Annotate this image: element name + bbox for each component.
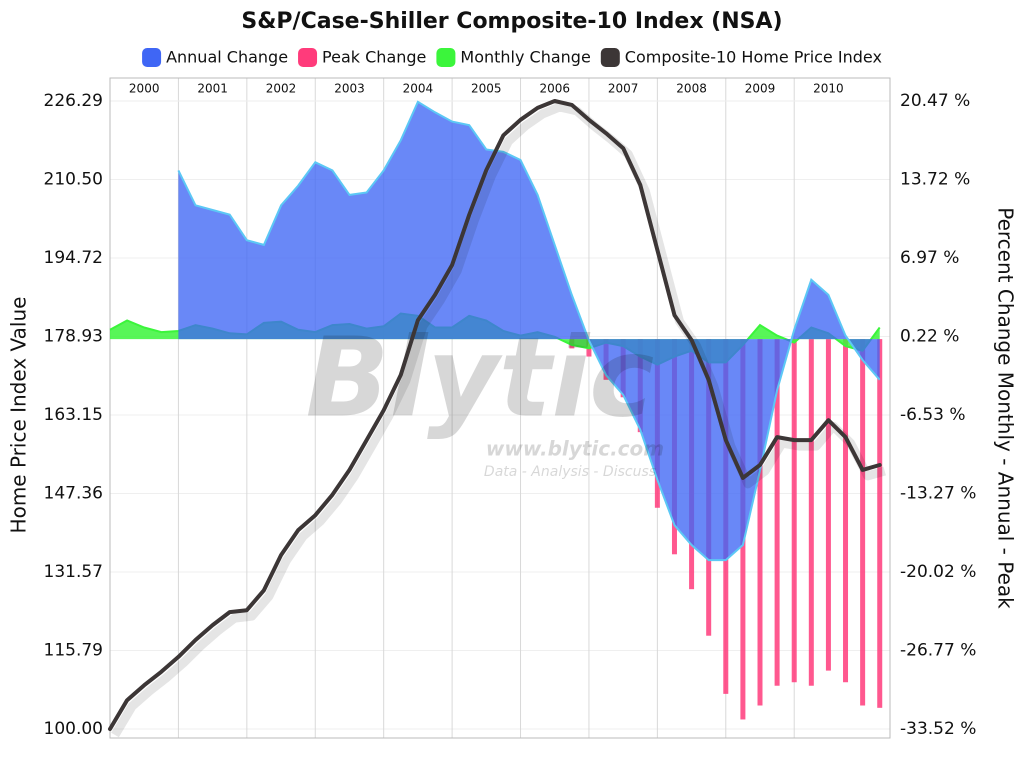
y-tick-label: 178.93 — [44, 327, 103, 347]
y2-tick-label: 13.72 % — [900, 170, 970, 190]
x-tick-label: 2007 — [608, 82, 639, 96]
x-tick-label: 2010 — [813, 82, 844, 96]
bar — [843, 339, 849, 683]
bar — [791, 339, 797, 683]
bar — [860, 339, 866, 706]
bar — [774, 339, 780, 686]
y-tick-label: 194.72 — [44, 248, 103, 268]
legend: Annual Change Peak Change Monthly Change Co… — [142, 48, 882, 67]
legend-label: Peak Change — [322, 48, 426, 67]
watermark: Blytic www.blytic.com Data - Analysis - … — [306, 313, 665, 480]
y2-tick-label: 6.97 % — [900, 248, 959, 268]
legend-label: Composite-10 Home Price Index — [625, 48, 882, 67]
area — [178, 101, 880, 561]
legend-swatch — [142, 48, 162, 67]
bar — [825, 339, 831, 671]
y-tick-label: 147.36 — [44, 483, 103, 503]
x-tick-label: 2002 — [266, 82, 297, 96]
x-tick-label: 2003 — [334, 82, 365, 96]
x-tick-label: 2004 — [403, 82, 434, 96]
watermark-tagline: Data - Analysis - Discuss — [484, 464, 656, 480]
line-layer — [108, 99, 886, 738]
plot-frame — [109, 77, 891, 739]
y2-tick-label: -20.02 % — [900, 562, 976, 582]
x-tick-label: 2001 — [197, 82, 228, 96]
y-tick-label: 163.15 — [44, 405, 103, 425]
y2-tick-label: 20.47 % — [900, 91, 970, 111]
x-tick-label: 2008 — [676, 82, 707, 96]
chart-title: S&P/Case-Shiller Composite-10 Index (NSA… — [241, 9, 782, 34]
legend-swatch — [436, 48, 456, 67]
bar — [808, 339, 814, 686]
bar — [877, 339, 883, 708]
y-axis-title: Home Price Index Value — [7, 297, 31, 534]
legend-label: Monthly Change — [460, 48, 590, 67]
line — [108, 99, 882, 731]
legend-swatch — [298, 48, 318, 67]
y2-tick-label: -6.53 % — [900, 405, 966, 425]
line-shadow — [111, 102, 886, 738]
legend-swatch — [600, 48, 620, 67]
x-tick-label: 2000 — [129, 82, 160, 96]
y2-axis-title: Percent Change Monthly - Annual - Peak — [994, 207, 1018, 609]
y-tick-label: 115.79 — [44, 640, 103, 660]
y2-tick-label: -13.27 % — [900, 483, 976, 503]
y2-tick-label: -33.52 % — [900, 719, 976, 739]
y2-tick-label: -26.77 % — [900, 640, 976, 660]
y-tick-label: 226.29 — [44, 91, 103, 111]
x-tick-label: 2009 — [745, 82, 776, 96]
watermark-url: www.blytic.com — [486, 437, 664, 461]
y-tick-label: 210.50 — [44, 170, 103, 190]
legend-label: Annual Change — [166, 48, 288, 67]
x-tick-label: 2005 — [471, 82, 502, 96]
x-tick-label: 2006 — [539, 82, 570, 96]
y-tick-label: 131.57 — [44, 562, 103, 582]
y2-tick-label: 0.22 % — [900, 327, 959, 347]
bar — [757, 339, 763, 706]
watermark-logo: Blytic — [306, 313, 655, 441]
y-tick-label: 100.00 — [44, 719, 103, 739]
